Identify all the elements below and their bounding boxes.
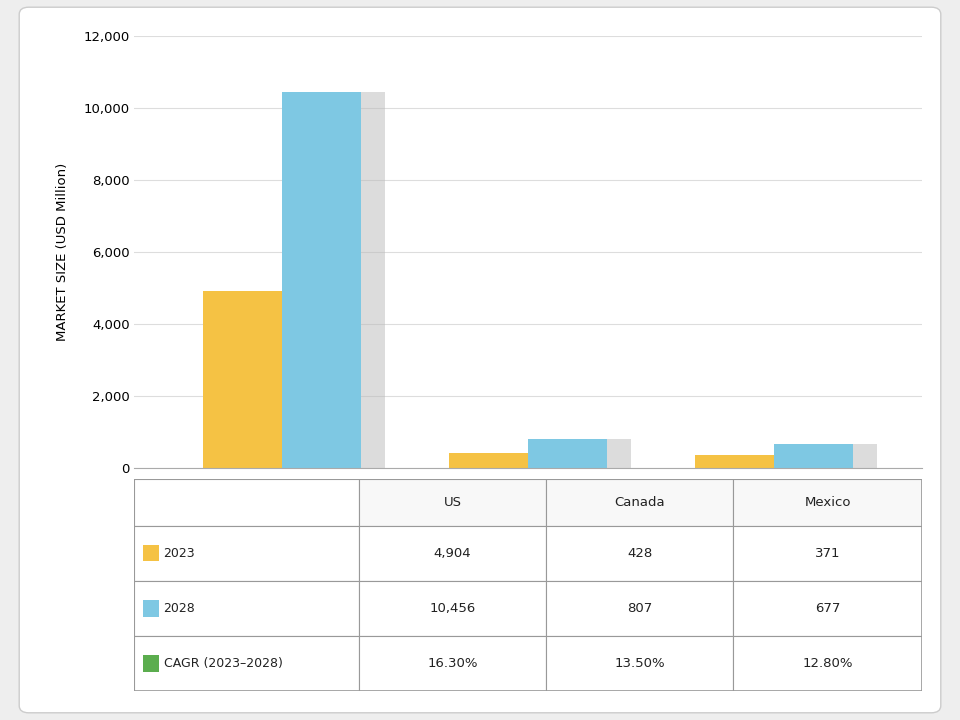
Bar <box>546 581 733 636</box>
Bar <box>546 526 733 581</box>
Text: US: US <box>444 495 462 508</box>
Bar <box>528 439 607 468</box>
Bar <box>134 526 359 581</box>
Bar <box>799 444 877 468</box>
Bar <box>306 91 385 468</box>
Y-axis label: MARKET SIZE (USD Million): MARKET SIZE (USD Million) <box>57 163 69 341</box>
Bar <box>733 636 922 691</box>
Text: 371: 371 <box>815 546 840 559</box>
Bar <box>134 479 359 526</box>
Text: 677: 677 <box>815 602 840 615</box>
Bar <box>134 581 359 636</box>
Bar <box>733 526 922 581</box>
Bar <box>733 479 922 526</box>
Bar <box>143 545 159 562</box>
Bar <box>695 454 774 468</box>
Bar <box>546 636 733 691</box>
Text: 2028: 2028 <box>163 602 195 615</box>
Text: 428: 428 <box>627 546 653 559</box>
Text: Mexico: Mexico <box>804 495 851 508</box>
Bar <box>134 636 359 691</box>
Bar <box>143 655 159 672</box>
Text: 13.50%: 13.50% <box>614 657 665 670</box>
Bar <box>546 479 733 526</box>
Text: 10,456: 10,456 <box>429 602 475 615</box>
Bar <box>474 453 553 468</box>
Bar <box>720 454 799 468</box>
Bar <box>359 636 546 691</box>
Bar <box>449 453 528 468</box>
Text: 16.30%: 16.30% <box>427 657 478 670</box>
Bar <box>359 479 546 526</box>
Bar <box>228 292 306 468</box>
Bar <box>774 444 852 468</box>
Text: CAGR (2023–2028): CAGR (2023–2028) <box>163 657 282 670</box>
Bar <box>282 91 361 468</box>
Text: Canada: Canada <box>614 495 665 508</box>
Bar <box>733 581 922 636</box>
Bar <box>359 526 546 581</box>
Text: 4,904: 4,904 <box>434 546 471 559</box>
Bar <box>553 439 632 468</box>
Bar <box>359 581 546 636</box>
Text: 807: 807 <box>627 602 653 615</box>
Text: 12.80%: 12.80% <box>803 657 852 670</box>
Bar <box>143 600 159 616</box>
Bar <box>204 292 282 468</box>
Text: 2023: 2023 <box>163 546 195 559</box>
